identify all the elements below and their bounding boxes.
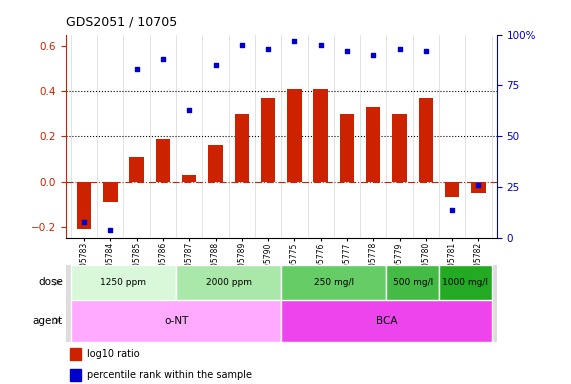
Text: 2000 ppm: 2000 ppm: [206, 278, 252, 287]
Point: [290, 38, 299, 44]
Bar: [281, 265, 387, 300]
Point: [421, 48, 431, 54]
Bar: [439, 265, 492, 300]
Point: [184, 107, 194, 113]
Bar: [103, 182, 118, 202]
Text: 1250 ppm: 1250 ppm: [100, 278, 147, 287]
Bar: [130, 157, 144, 182]
Bar: [366, 107, 380, 182]
Bar: [445, 182, 459, 197]
Text: 500 mg/l: 500 mg/l: [392, 278, 433, 287]
Bar: [281, 300, 492, 342]
Bar: [71, 265, 176, 300]
Bar: [261, 98, 275, 182]
Text: 1000 mg/l: 1000 mg/l: [442, 278, 488, 287]
Bar: [70, 348, 81, 360]
Bar: [156, 139, 170, 182]
Point: [158, 56, 167, 62]
Bar: [287, 89, 301, 182]
Bar: [182, 175, 196, 182]
Point: [343, 48, 352, 54]
Point: [106, 227, 115, 233]
Point: [79, 219, 89, 225]
Bar: [71, 300, 281, 342]
Point: [211, 62, 220, 68]
Bar: [392, 114, 407, 182]
Text: GDS2051 / 10705: GDS2051 / 10705: [66, 15, 177, 28]
Bar: [471, 182, 485, 193]
Text: agent: agent: [33, 316, 63, 326]
Point: [395, 46, 404, 52]
Text: log10 ratio: log10 ratio: [87, 349, 140, 359]
Bar: [340, 114, 354, 182]
Text: BCA: BCA: [376, 316, 397, 326]
Bar: [313, 89, 328, 182]
Point: [132, 66, 141, 72]
Bar: [208, 146, 223, 182]
Point: [448, 207, 457, 213]
Point: [237, 42, 246, 48]
Bar: [70, 369, 81, 381]
Bar: [176, 265, 281, 300]
Bar: [77, 182, 91, 229]
Text: o-NT: o-NT: [164, 316, 188, 326]
Point: [474, 182, 483, 188]
Bar: [387, 265, 439, 300]
Bar: [235, 114, 249, 182]
Text: 250 mg/l: 250 mg/l: [313, 278, 354, 287]
Point: [369, 52, 378, 58]
Point: [263, 46, 272, 52]
Point: [316, 42, 325, 48]
Text: dose: dose: [38, 277, 63, 287]
Text: percentile rank within the sample: percentile rank within the sample: [87, 370, 252, 380]
Bar: [419, 98, 433, 182]
